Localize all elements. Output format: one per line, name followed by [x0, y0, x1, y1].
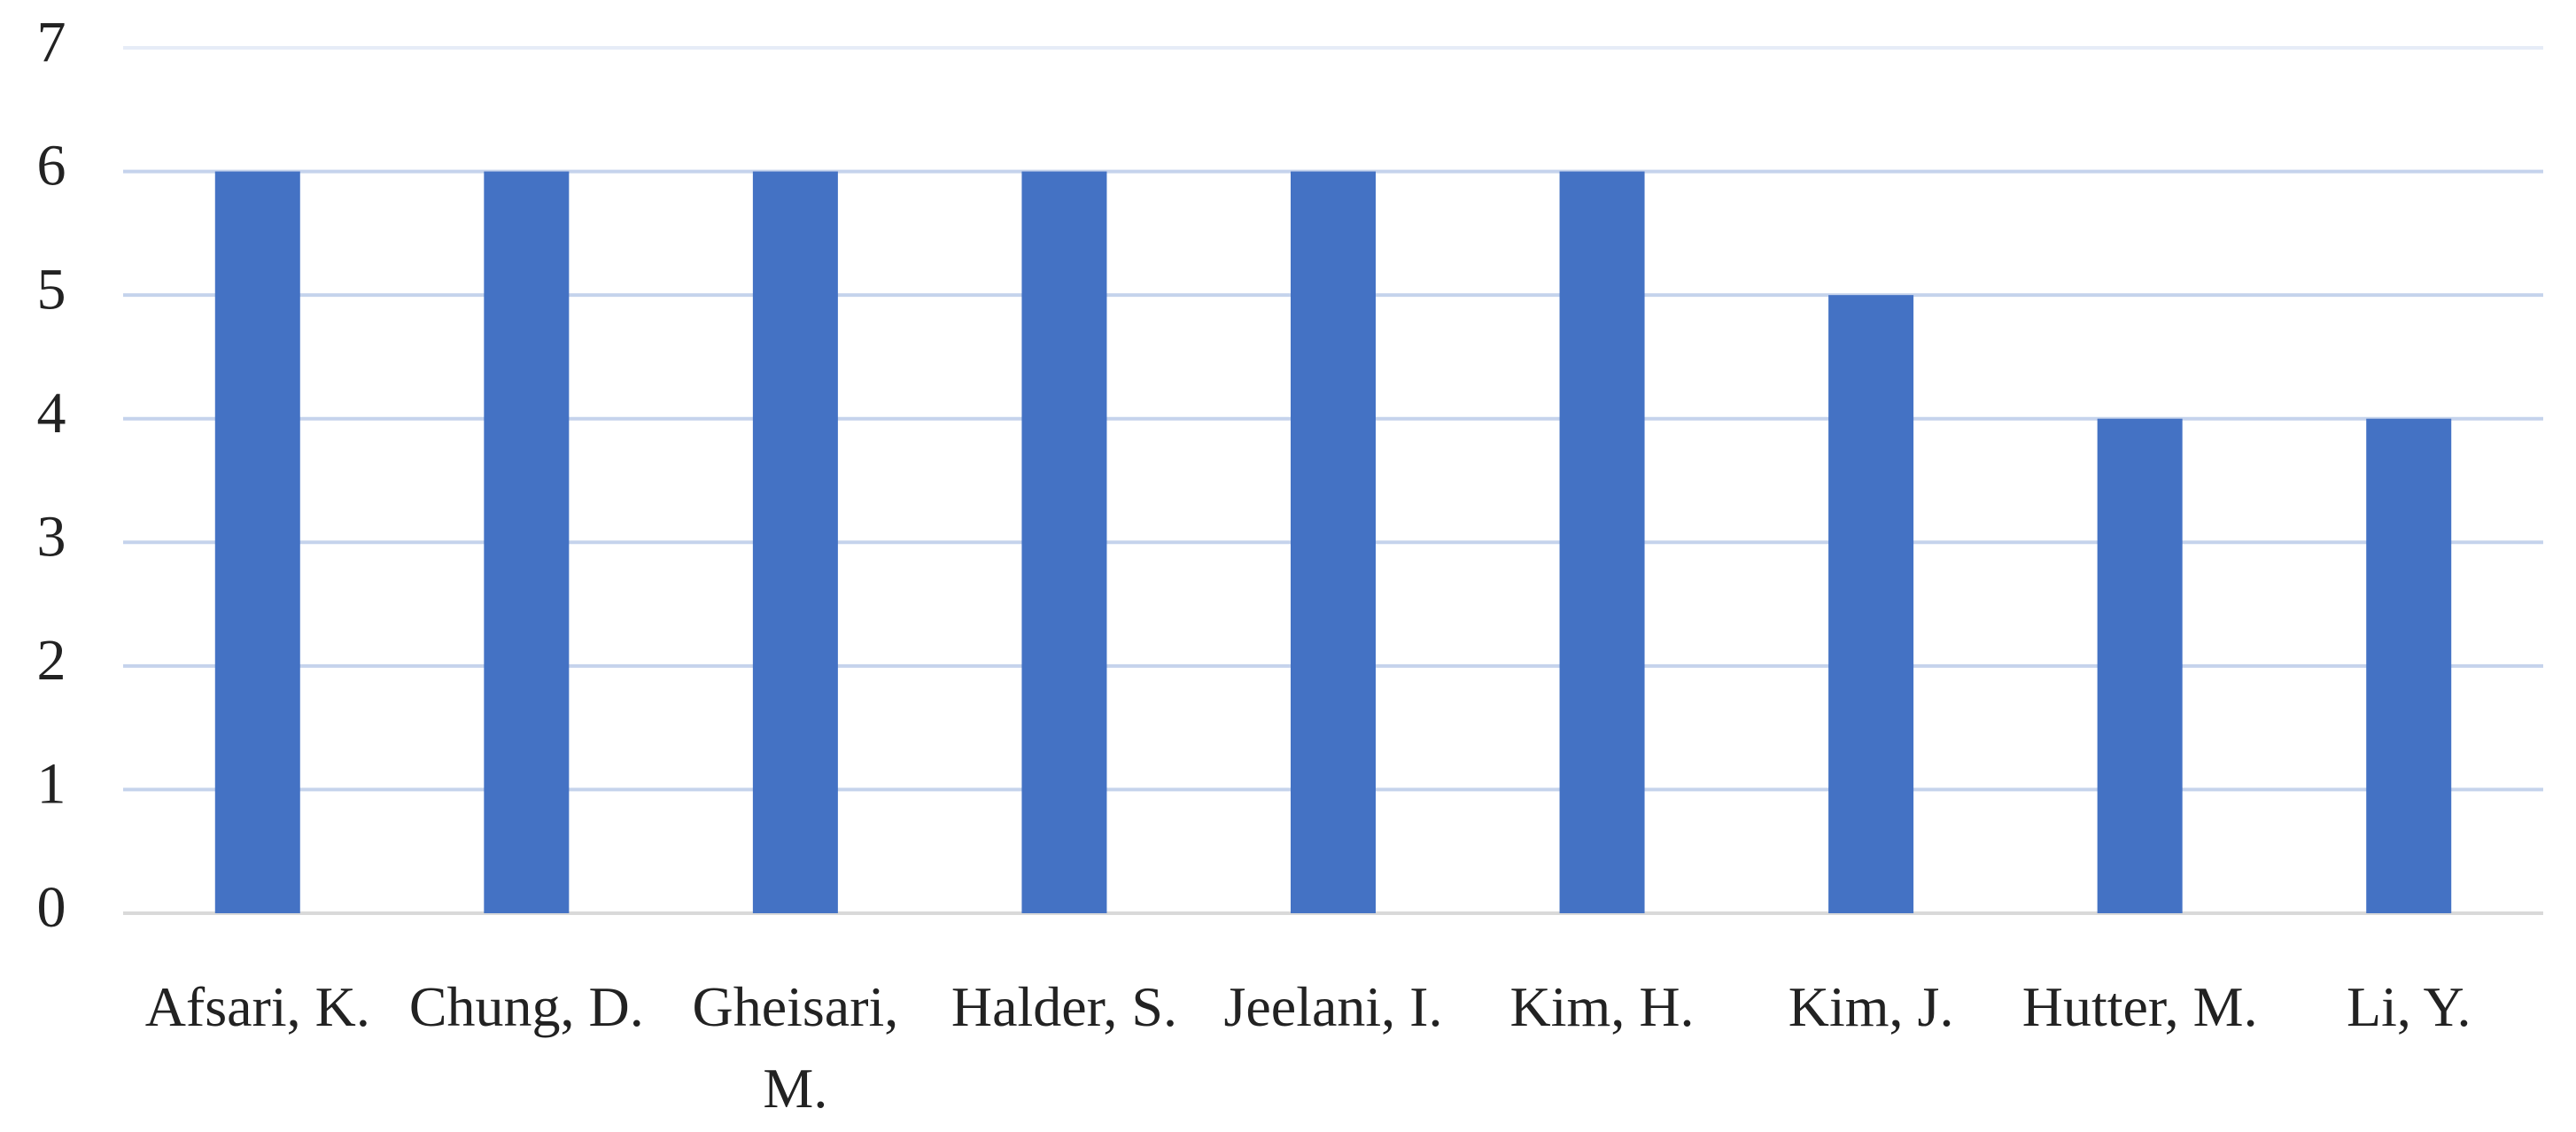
bar [1828, 295, 1914, 914]
x-tick-label: Afsari, K. [144, 975, 370, 1038]
bar [2366, 418, 2452, 913]
bar [214, 171, 300, 914]
bar [1021, 171, 1107, 914]
bar [752, 171, 838, 914]
y-tick-label: 6 [37, 134, 66, 198]
y-tick-label: 2 [37, 628, 66, 693]
x-tick-label: Jeelani, I. [1223, 975, 1443, 1038]
x-tick-label: Kim, H. [1509, 975, 1695, 1038]
x-tick-label: Chung, D. [408, 975, 644, 1038]
bar [2097, 418, 2183, 913]
x-tick-label: Kim, J. [1788, 975, 1954, 1038]
x-tick-label: Hutter, M. [2021, 975, 2258, 1038]
x-tick-label: Halder, S. [950, 975, 1177, 1038]
bar [1559, 171, 1645, 914]
y-tick-label: 1 [37, 752, 66, 817]
bar [1291, 171, 1376, 914]
x-tick-label: Gheisari, M. [692, 975, 899, 1120]
y-tick-label: 4 [37, 381, 66, 446]
bar [484, 171, 570, 914]
x-tick-label: Li, Y. [2346, 975, 2471, 1038]
y-tick-label: 7 [37, 10, 66, 74]
y-tick-label: 3 [37, 504, 66, 569]
y-tick-label: 5 [37, 257, 66, 322]
y-tick-label: 0 [37, 875, 66, 940]
